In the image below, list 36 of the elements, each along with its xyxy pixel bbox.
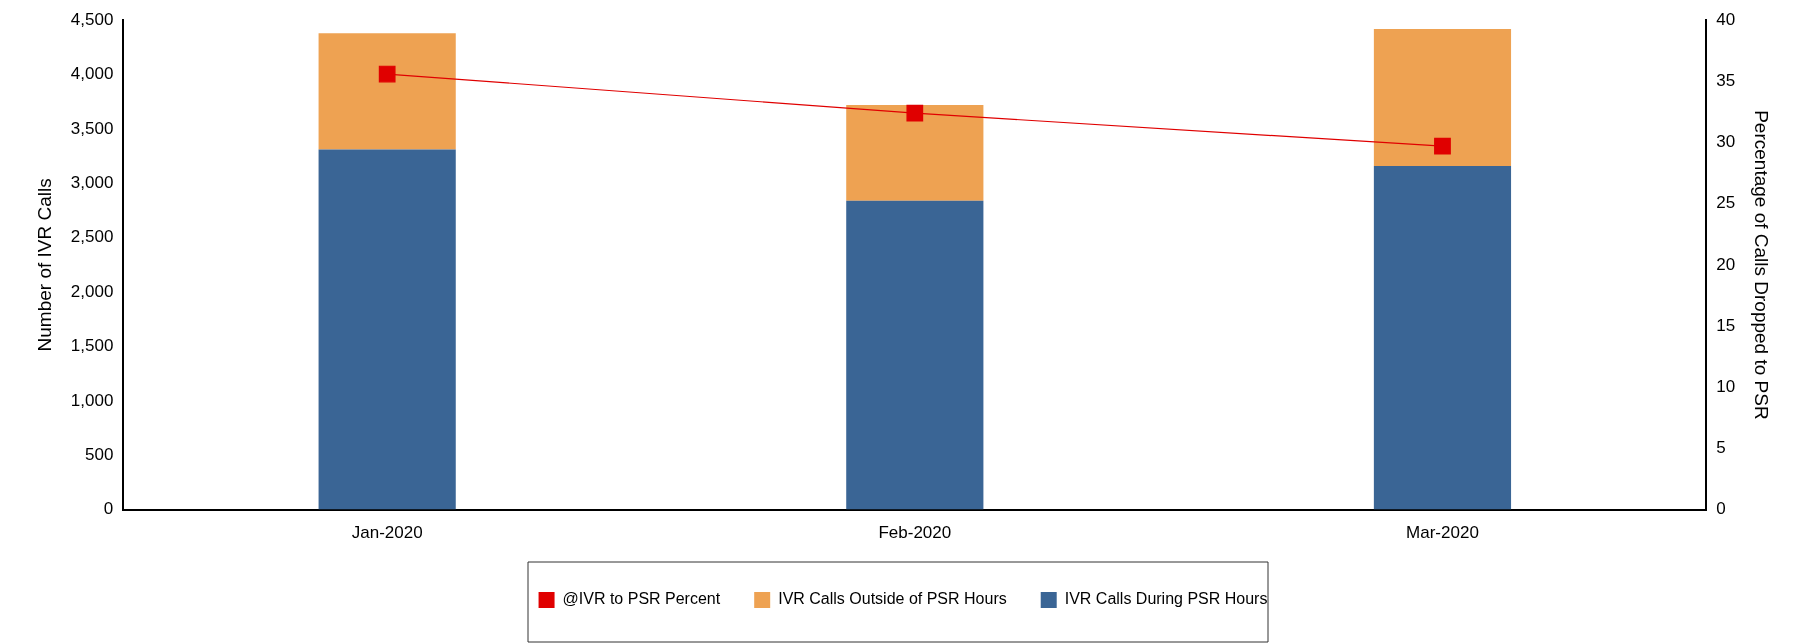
bar	[846, 105, 984, 201]
y-tick-label: 1,000	[70, 390, 114, 410]
y-tick-label: 2,500	[70, 227, 114, 247]
y2-tick-label: 10	[1716, 376, 1736, 396]
bar	[1373, 28, 1512, 166]
y2-tick-label: 30	[1716, 132, 1736, 152]
y2-tick-label: 35	[1716, 71, 1736, 91]
y2-tick-label: 15	[1716, 315, 1736, 335]
y-tick-label: 3,000	[70, 173, 114, 193]
x-tick-label: Mar-2020	[1406, 523, 1479, 543]
y2-tick-label: 40	[1716, 9, 1736, 29]
y-tick-label: 0	[103, 499, 114, 519]
y-tick-label: 500	[84, 444, 114, 464]
x-tick-label: Feb-2020	[878, 523, 952, 543]
y-axis-title: Number of IVR Calls	[33, 178, 55, 352]
point	[906, 104, 924, 122]
y2-tick-label: 0	[1716, 499, 1726, 519]
bar	[846, 200, 984, 510]
y2-tick-label: 25	[1716, 193, 1736, 213]
bar	[318, 33, 456, 150]
y2-axis-title: Percentage of Calls Dropped to PSR	[1751, 110, 1773, 420]
legend-label: IVR Calls During PSR Hours	[1064, 590, 1268, 608]
y2-tick-label: 5	[1716, 438, 1726, 458]
y-tick-label: 1,500	[70, 336, 114, 356]
x-tick-label: Jan-2020	[351, 523, 423, 543]
y-tick-label: 4,500	[70, 9, 114, 29]
point	[1434, 137, 1451, 155]
legend-label: IVR Calls Outside of PSR Hours	[778, 590, 1007, 608]
y-tick-label: 3,500	[70, 118, 114, 138]
y2-tick-label: 20	[1716, 254, 1736, 274]
y-tick-label: 2,000	[70, 281, 114, 301]
bar	[1373, 165, 1512, 510]
point	[378, 65, 396, 83]
y-tick-label: 4,000	[70, 64, 114, 84]
bar	[318, 149, 456, 510]
legend-label: @IVR to PSR Percent	[562, 590, 721, 608]
